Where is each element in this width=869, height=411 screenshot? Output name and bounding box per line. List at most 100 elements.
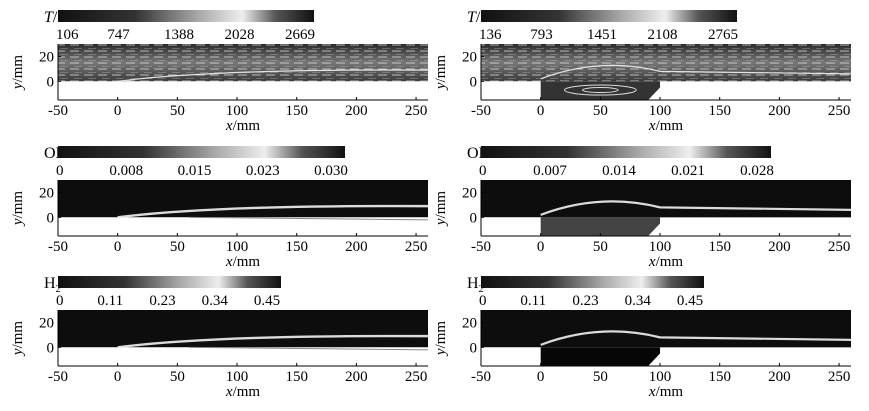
colorbar-tick-label: 0.23 <box>572 293 598 309</box>
colorbar-tick-label: 0.11 <box>520 293 546 309</box>
x-tick-label: 150 <box>285 239 308 255</box>
cavity-region <box>540 81 661 100</box>
x-tick-label: 100 <box>649 239 672 255</box>
panel-2: T/K136793145121082765-500501001502002502… <box>433 9 852 134</box>
x-tick-label: 250 <box>405 103 428 119</box>
colorbar-tick-label: 0 <box>479 293 487 309</box>
colorbar-tick-label: 2108 <box>648 27 678 43</box>
colorbar <box>481 10 737 22</box>
colorbar-tick-label: 0.11 <box>97 293 123 309</box>
x-tick-label: 100 <box>226 369 249 385</box>
colorbar-tick-label: 0.028 <box>740 163 774 179</box>
x-tick-label: 0 <box>114 103 122 119</box>
x-tick-label: 200 <box>345 239 368 255</box>
y-tick-label: 20 <box>462 49 477 65</box>
x-tick-label: 100 <box>226 103 249 119</box>
colorbar-tick-label: 0.021 <box>671 163 705 179</box>
y-tick-label: 0 <box>47 340 55 356</box>
colorbar-tick-label: 0.45 <box>677 293 703 309</box>
colorbar-tick-label: 0.007 <box>533 163 567 179</box>
colorbar-tick-label: 0 <box>479 163 487 179</box>
wall-floor <box>58 347 428 366</box>
wall-layer <box>189 216 429 221</box>
x-tick-label: 100 <box>649 103 672 119</box>
colorbar <box>58 276 281 288</box>
x-tick-label: 0 <box>537 239 545 255</box>
wall-floor <box>660 223 851 236</box>
wall-step <box>481 81 541 100</box>
x-tick-label: 250 <box>405 239 428 255</box>
colorbar-tick-label: 0.023 <box>246 163 280 179</box>
colorbar-tick-label: 0.34 <box>202 293 229 309</box>
y-tick-label: 0 <box>47 210 55 226</box>
x-axis-label: x/mm <box>648 118 684 134</box>
colorbar-tick-label: 0 <box>56 293 64 309</box>
colorbar-tick-label: 2028 <box>225 27 255 43</box>
y-axis-label: y/mm <box>433 321 449 358</box>
reaction-layer <box>117 204 429 219</box>
colorbar-tick-label: 1451 <box>587 27 617 43</box>
field-region <box>481 310 851 348</box>
field-region <box>481 180 851 218</box>
colorbar <box>481 276 704 288</box>
flow-texture <box>481 44 851 82</box>
field-region <box>58 310 428 348</box>
reaction-layer <box>540 200 852 216</box>
x-tick-label: -50 <box>471 103 491 119</box>
x-axis-label: x/mm <box>225 118 261 134</box>
colorbar-tick-label: 0.23 <box>149 293 175 309</box>
x-tick-label: 150 <box>708 369 731 385</box>
y-tick-label: 20 <box>39 315 54 331</box>
reaction-layer <box>540 64 852 80</box>
y-tick-label: 0 <box>470 74 478 90</box>
x-tick-label: -50 <box>48 239 68 255</box>
y-tick-label: 0 <box>47 74 55 90</box>
cavity-region <box>540 217 661 236</box>
colorbar-tick-label: 0.34 <box>625 293 652 309</box>
colorbar <box>58 146 345 158</box>
colorbar-tick-label: 0.008 <box>109 163 143 179</box>
x-tick-label: 0 <box>537 103 545 119</box>
x-axis-label: x/mm <box>225 254 261 270</box>
wall-step <box>481 347 541 366</box>
wall-floor <box>58 81 428 100</box>
panel-4: OH0 0.007 0.014 0.021 0.028-50 0 50 100 150 200 25… <box>433 145 852 270</box>
y-axis-label: y/mm <box>433 55 449 92</box>
x-tick-label: 50 <box>170 239 185 255</box>
x-tick-label: 50 <box>170 369 185 385</box>
x-tick-label: 0 <box>537 369 545 385</box>
y-tick-label: 20 <box>39 49 54 65</box>
colorbar-tick-label: 747 <box>107 27 130 43</box>
colorbar-tick-label: 0.030 <box>314 163 348 179</box>
colorbar-tick-label: 1388 <box>164 27 194 43</box>
colorbar-tick-label: 106 <box>56 27 79 43</box>
x-tick-label: 250 <box>405 369 428 385</box>
colorbar-tick-label: 2669 <box>285 27 315 43</box>
x-tick-label: 0 <box>114 369 122 385</box>
panel-1: T/K106747138820282669-500501001502002502… <box>10 9 429 134</box>
recirculation-vortex-inner <box>581 87 619 94</box>
x-tick-label: 250 <box>828 103 851 119</box>
y-tick-label: 0 <box>470 210 478 226</box>
wall-floor <box>660 353 851 366</box>
x-tick-label: -50 <box>471 369 491 385</box>
x-axis-label: x/mm <box>648 254 684 270</box>
x-tick-label: 250 <box>828 369 851 385</box>
y-tick-label: 20 <box>462 315 477 331</box>
y-axis-label: y/mm <box>433 191 449 228</box>
colorbar-tick-label: 0 <box>56 163 64 179</box>
y-tick-label: 20 <box>462 185 477 201</box>
flow-texture <box>58 44 428 82</box>
wall-step <box>481 217 541 236</box>
cavity-region <box>540 347 661 366</box>
panel-3: OH0 0.008 0.015 0.023 0.030-50 0 50 100 150 200 25… <box>10 145 429 270</box>
reaction-layer <box>540 330 852 346</box>
y-tick-label: 20 <box>39 185 54 201</box>
x-tick-label: 50 <box>593 103 608 119</box>
y-axis-label: y/mm <box>10 321 26 358</box>
x-tick-label: 100 <box>649 369 672 385</box>
recirculation-vortex <box>564 84 637 96</box>
wall-floor <box>660 87 851 100</box>
field-region <box>58 180 428 218</box>
